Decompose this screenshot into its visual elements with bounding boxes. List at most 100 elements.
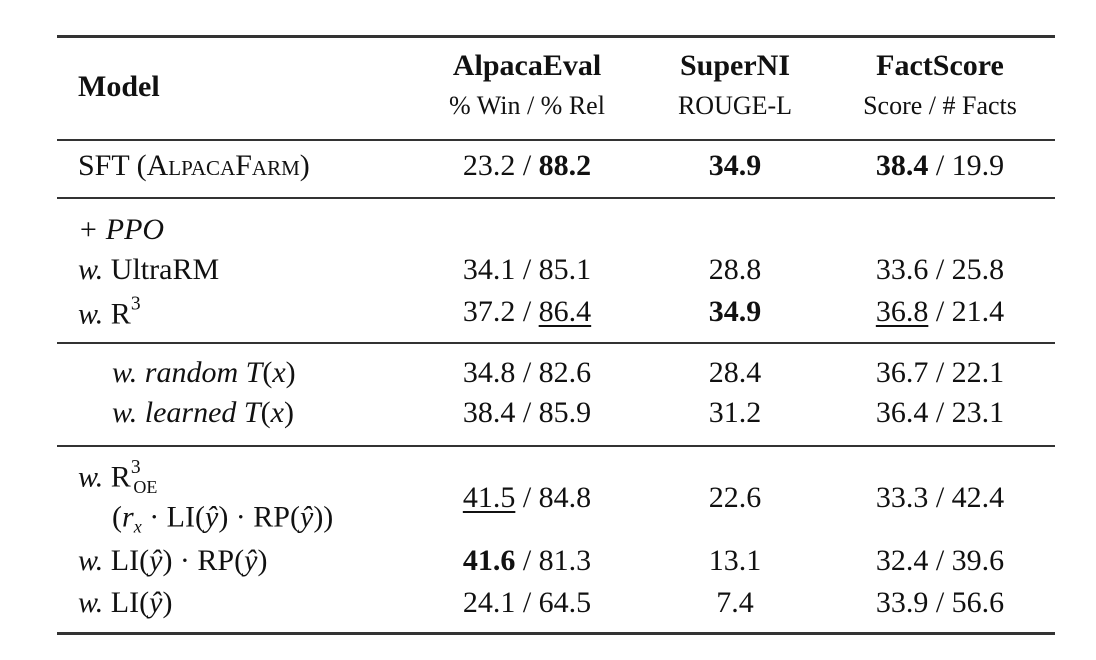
top-rule <box>57 35 1055 38</box>
column-name: AlpacaEval <box>452 49 602 82</box>
model-name: w. R3 <box>78 293 141 331</box>
text-part: ) <box>162 586 173 619</box>
model-name: w. UltraRM <box>78 255 219 285</box>
model-name: + PPO <box>78 215 164 245</box>
cell: 24.1 / 64.5 <box>463 588 591 618</box>
column-metric: ROUGE-L <box>677 91 793 120</box>
text-part: 88.2 <box>538 149 592 182</box>
cell: 23.2 / 88.2 <box>463 151 591 181</box>
text-part: 34.9 <box>708 295 762 328</box>
cell: 33.6 / 25.8 <box>876 255 1004 285</box>
model-name: w. learned T(x) <box>112 398 294 428</box>
text-part: w. learned T <box>112 396 261 429</box>
rule <box>57 342 1055 344</box>
text-part: w. <box>78 586 104 619</box>
text-part: ) · RP( <box>218 500 300 534</box>
column-metric: % Win / % Rel <box>449 91 605 120</box>
text-part: LI( <box>103 586 150 619</box>
cell: 37.2 / 86.4 <box>463 297 591 327</box>
text-part: ŷ <box>244 544 258 577</box>
text-part: w. <box>78 544 104 577</box>
text-part: 28.4 <box>708 356 762 389</box>
text-part: 34.9 <box>708 149 762 182</box>
cell: 31.2 <box>709 398 762 428</box>
model-name: w. random T(x) <box>112 358 296 388</box>
cell: 32.4 / 39.6 <box>876 546 1004 576</box>
cell: 38.4 / 85.9 <box>463 398 591 428</box>
text-part: r <box>122 500 134 534</box>
text-part: LI( <box>103 544 150 577</box>
text-part: (AlpacaFarm) <box>136 149 310 182</box>
text-part: ( <box>262 356 273 389</box>
model-name: w. LI(ŷ) <box>78 588 172 618</box>
text-part: ŷ <box>149 544 163 577</box>
text-part: 37.2 / <box>462 295 539 328</box>
text-part: 41.5 <box>462 481 516 514</box>
column-name: SuperNI <box>679 49 791 82</box>
text-part: x <box>270 396 284 429</box>
header-model: Model <box>78 70 160 103</box>
text-part: ) <box>283 396 294 429</box>
text-part: R <box>103 460 131 494</box>
text-part: 22.6 <box>708 481 762 514</box>
text-part: 34.1 / 85.1 <box>462 253 592 286</box>
text-part: 86.4 <box>538 295 592 328</box>
text-part: · LI( <box>141 500 205 534</box>
text-part: UltraRM <box>103 253 220 286</box>
text-part: w. <box>78 297 104 331</box>
rule <box>57 445 1055 447</box>
bottom-rule <box>57 632 1055 635</box>
text-part: 33.3 / 42.4 <box>875 481 1005 514</box>
cell: 34.8 / 82.6 <box>463 358 591 388</box>
cell: 38.4 / 19.9 <box>876 151 1004 181</box>
text-part: 41.6 <box>462 544 516 577</box>
text-part: w. random T <box>112 356 263 389</box>
text-part: ) <box>257 544 268 577</box>
cell: 33.9 / 56.6 <box>876 588 1004 618</box>
cell: 22.6 <box>709 483 762 513</box>
cell: 28.8 <box>709 255 762 285</box>
model-name: SFT (AlpacaFarm) <box>78 151 310 181</box>
text-part: / 84.8 <box>515 481 592 514</box>
cell: 36.7 / 22.1 <box>876 358 1004 388</box>
text-part: ( <box>112 500 122 534</box>
cell: 36.8 / 21.4 <box>876 297 1004 327</box>
cell: 33.3 / 42.4 <box>876 483 1004 513</box>
text-part: x <box>272 356 286 389</box>
text-part: 36.4 / 23.1 <box>875 396 1005 429</box>
text-part: OE <box>133 476 158 497</box>
text-part: 3 <box>130 293 141 315</box>
cell: 34.9 <box>709 151 762 181</box>
model-name: w. LI(ŷ) · RP(ŷ) <box>78 546 267 576</box>
text-part: 23.2 / <box>462 149 539 182</box>
cell: 36.4 / 23.1 <box>876 398 1004 428</box>
text-part: 32.4 / 39.6 <box>875 544 1005 577</box>
text-part: SFT <box>78 149 137 182</box>
text-part: ŷ <box>299 500 314 534</box>
text-part: / 81.3 <box>515 544 592 577</box>
cell: 7.4 <box>716 588 754 618</box>
text-part: / 21.4 <box>928 295 1005 328</box>
text-part: ŷ <box>149 586 163 619</box>
text-part: ) <box>285 356 296 389</box>
model-name: w. R3OE <box>78 458 157 496</box>
text-part: R <box>103 297 131 331</box>
text-part: ) · RP( <box>162 544 245 577</box>
text-part: w. <box>78 460 104 494</box>
text-part: 36.7 / 22.1 <box>875 356 1005 389</box>
text-part: / 19.9 <box>928 149 1005 182</box>
text-part: 33.6 / 25.8 <box>875 253 1005 286</box>
text-part: w. <box>78 253 104 286</box>
text-part: 38.4 / 85.9 <box>462 396 592 429</box>
rule <box>57 139 1055 141</box>
text-part: 28.8 <box>708 253 762 286</box>
text-part: 13.1 <box>708 544 762 577</box>
text-part: 38.4 <box>875 149 929 182</box>
text-part: 34.8 / 82.6 <box>462 356 592 389</box>
cell: 41.6 / 81.3 <box>463 546 591 576</box>
text-part: 33.9 / 56.6 <box>875 586 1005 619</box>
model-name: (rx · LI(ŷ) · RP(ŷ)) <box>112 500 333 536</box>
column-name: FactScore <box>876 49 1004 82</box>
cell: 41.5 / 84.8 <box>463 483 591 513</box>
